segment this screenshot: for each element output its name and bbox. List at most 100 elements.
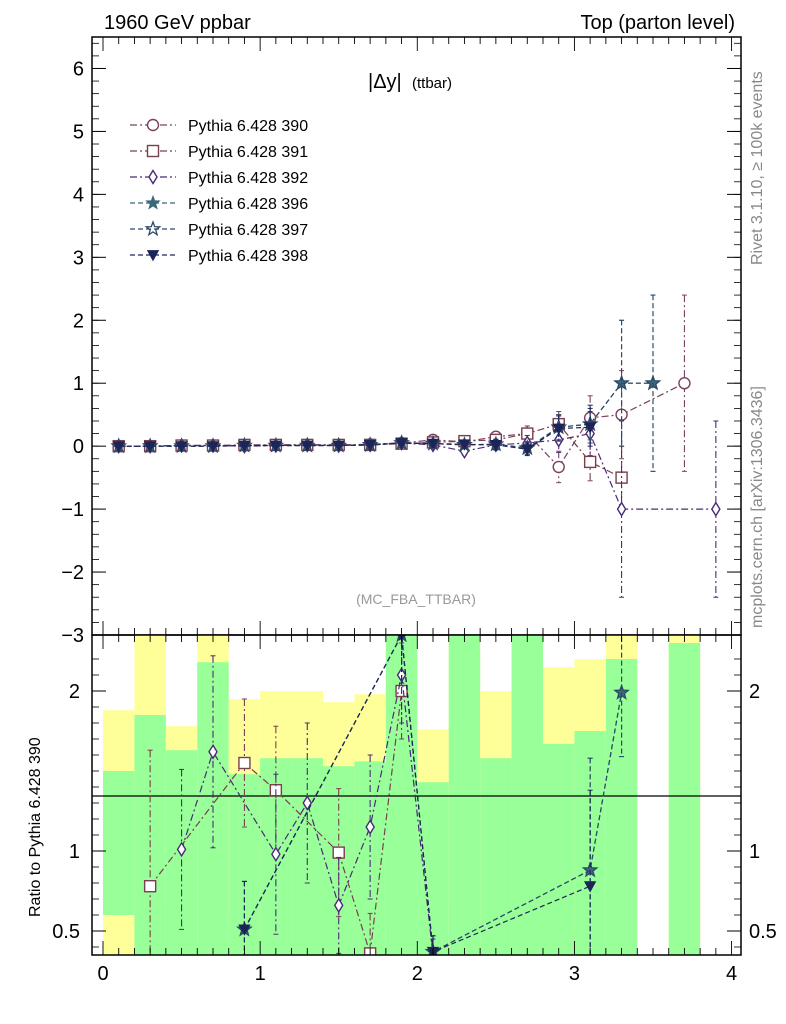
ratio-band-green — [480, 758, 512, 955]
legend-entry: Pythia 6.428 391 — [130, 144, 308, 161]
main-y-tick-label: −2 — [61, 562, 84, 584]
main-data-point — [583, 422, 597, 434]
ratio-frame — [91, 634, 742, 956]
ratio-data-point — [583, 881, 597, 893]
main-data-point — [112, 441, 125, 453]
legend-entry: Pythia 6.428 390 — [130, 118, 308, 135]
main-axes: −3 −2 −1 0 1 2 3 4 5 6 — [61, 37, 741, 647]
ratio-y-tick-label: 2 — [69, 681, 80, 703]
legend-entry: Pythia 6.428 398 — [130, 248, 308, 265]
legend-label: Pythia 6.428 390 — [188, 118, 308, 135]
ratio-band-green — [605, 659, 638, 955]
main-y-tick-label: 1 — [73, 373, 84, 395]
main-plot: −3 −2 −1 0 1 2 3 4 5 6 |Δy| (ttbar) (MC_FBA_TTBAR… — [61, 36, 742, 647]
main-y-tick-label: 2 — [73, 310, 84, 332]
main-data-point — [613, 374, 630, 391]
ratio-band-green — [354, 761, 386, 955]
legend: Pythia 6.428 390 Pythia 6.428 391 Pythia 6… — [130, 118, 308, 265]
main-data-point — [711, 501, 721, 517]
main-data-point — [678, 377, 691, 390]
main-series-line — [118, 432, 716, 510]
main-series-line — [118, 382, 685, 468]
legend-marker — [146, 118, 160, 132]
ratio-band-green — [448, 635, 481, 955]
ratio-axes: 0.5 0.5 1 1 2 2 0 1 2 3 4 — [52, 635, 777, 985]
ratio-series-line — [243, 635, 591, 953]
x-tick-label: 0 — [97, 963, 108, 985]
watermark-label: (MC_FBA_TTBAR) — [356, 591, 476, 607]
main-data-point — [489, 439, 503, 452]
main-data-point — [616, 501, 627, 517]
legend-label: Pythia 6.428 397 — [188, 222, 308, 239]
main-data-point — [426, 438, 440, 450]
ratio-data-point — [365, 819, 375, 835]
main-y-tick-label: −3 — [61, 625, 84, 647]
legend-marker — [146, 144, 160, 158]
main-title-sub: (ttbar) — [412, 75, 452, 92]
ratio-data-point — [208, 743, 218, 760]
main-y-tick-label: −1 — [61, 499, 84, 521]
legend-marker — [144, 220, 162, 237]
main-y-tick-label: 5 — [73, 121, 84, 143]
legend-entry: Pythia 6.428 397 — [130, 220, 308, 239]
x-tick-label: 2 — [412, 963, 423, 985]
ratio-series-line — [149, 690, 403, 954]
ratio-y-tick-label-right: 1 — [749, 841, 760, 863]
main-series-2 — [112, 411, 628, 510]
main-data-point — [552, 423, 565, 435]
ratio-data-point — [332, 846, 345, 859]
main-series-line — [118, 382, 653, 449]
ratio-band-green — [511, 635, 543, 955]
ratio-y-tick-label-right: 2 — [749, 681, 760, 703]
ratio-y-label: Ratio to Pythia 6.428 390 — [27, 737, 44, 917]
header-right: Top (parton level) — [580, 12, 735, 34]
main-data-point — [332, 440, 345, 452]
main-series-layer — [110, 294, 721, 598]
legend-label: Pythia 6.428 392 — [188, 170, 308, 187]
legend-label: Pythia 6.428 398 — [188, 248, 308, 265]
main-series-line — [118, 382, 653, 449]
legend-entry: Pythia 6.428 392 — [130, 169, 308, 187]
x-tick-label: 4 — [726, 963, 737, 985]
main-data-point — [363, 439, 377, 452]
ratio-y-tick-label: 1 — [69, 841, 80, 863]
ratio-band-green — [417, 782, 449, 955]
main-series-5 — [110, 294, 662, 472]
main-data-point — [269, 440, 283, 452]
x-tick-label: 3 — [569, 963, 580, 985]
main-y-tick-label: 0 — [73, 436, 84, 458]
main-series-3 — [113, 411, 721, 598]
mcplots-label: mcplots.cern.ch [arXiv:1306.3436] — [749, 386, 766, 628]
main-y-tick-label: 4 — [73, 184, 84, 206]
legend-marker — [145, 194, 161, 210]
ratio-data-point — [613, 683, 630, 700]
main-data-point — [238, 440, 251, 452]
main-data-point — [175, 441, 188, 453]
main-data-point — [552, 460, 565, 474]
ratio-y-tick-label-right: 0.5 — [749, 921, 777, 943]
main-data-point — [521, 444, 534, 456]
ratio-plot: 0.5 0.5 1 1 2 2 0 1 2 3 4 Ratio to Pythia 6.428 39… — [27, 634, 777, 985]
header-left: 1960 GeV ppbar — [104, 12, 251, 34]
main-data-point — [206, 441, 220, 453]
ratio-data-point — [333, 897, 344, 914]
main-data-point — [395, 438, 408, 450]
ratio-data-point — [143, 880, 157, 893]
ratio-data-point — [271, 846, 281, 863]
legend-label: Pythia 6.428 391 — [188, 144, 308, 161]
main-data-point — [644, 374, 662, 391]
main-series-1 — [112, 294, 691, 484]
ratio-band-green — [103, 771, 135, 915]
main-series-6 — [112, 407, 597, 457]
main-series-4 — [111, 294, 661, 472]
rivet-label: Rivet 3.1.10, ≥ 100k events — [749, 71, 766, 265]
ratio-data-point — [238, 756, 251, 770]
ratio-y-tick-label: 0.5 — [52, 921, 80, 943]
ratio-data-point — [238, 924, 251, 936]
main-title: |Δy| — [368, 71, 402, 93]
main-data-point — [458, 439, 471, 451]
main-series-line — [118, 426, 591, 450]
main-data-point — [583, 455, 597, 469]
ratio-data-point — [302, 795, 313, 811]
